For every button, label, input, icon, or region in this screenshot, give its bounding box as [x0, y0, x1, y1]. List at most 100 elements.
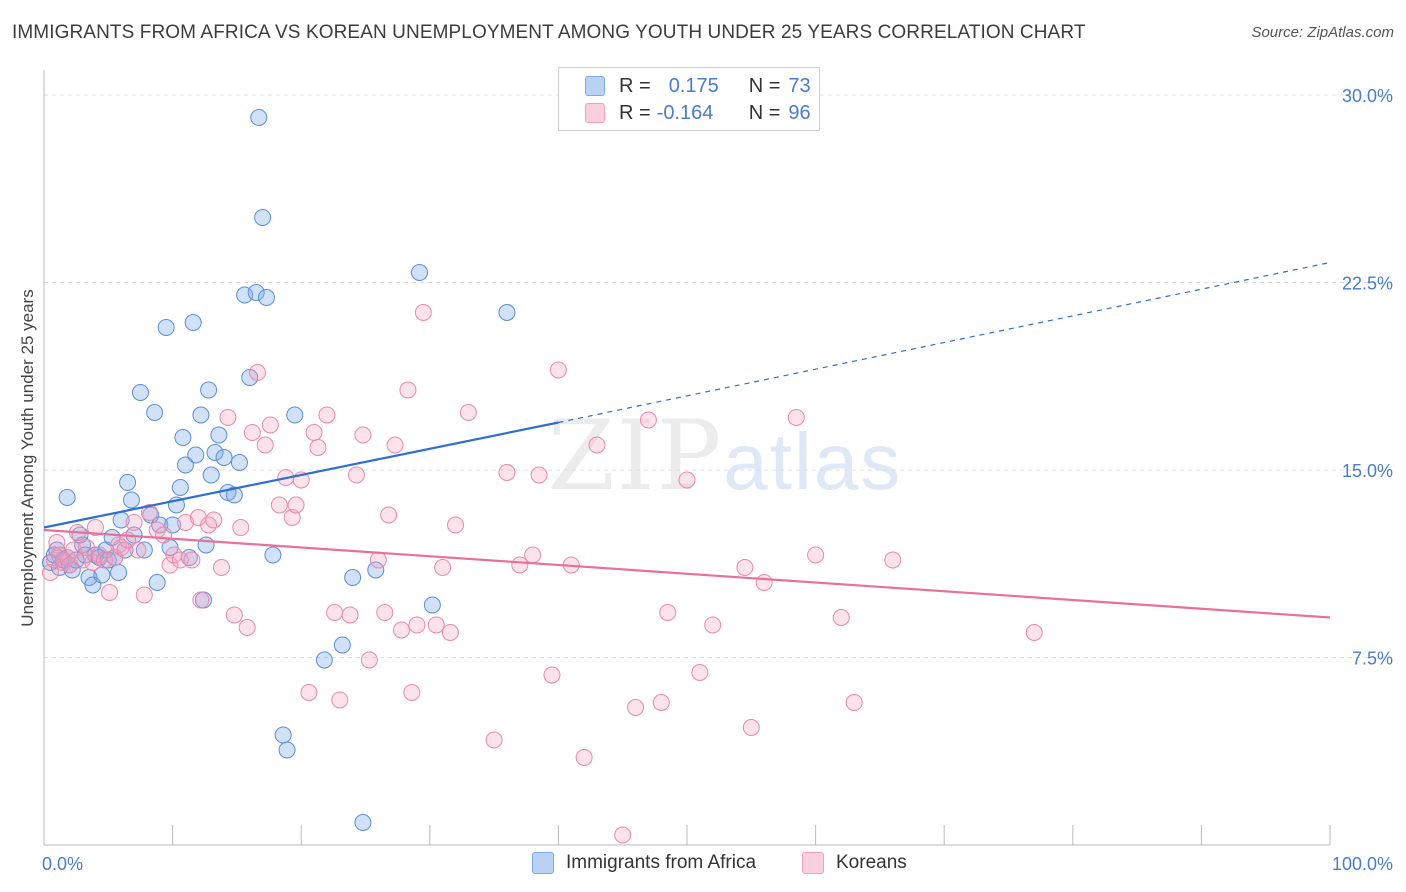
point-africa — [58, 489, 76, 506]
point-koreans — [232, 519, 250, 536]
point-koreans — [161, 556, 179, 574]
point-koreans — [248, 364, 266, 381]
point-africa — [215, 449, 233, 466]
point-koreans — [305, 424, 323, 441]
point-koreans — [287, 496, 305, 514]
point-africa — [210, 426, 228, 444]
point-koreans — [408, 616, 426, 634]
point-koreans — [627, 699, 645, 716]
point-africa — [184, 314, 202, 331]
legend-n-label: N = — [748, 101, 781, 124]
point-koreans — [192, 591, 210, 609]
point-koreans — [318, 406, 336, 424]
trend-line-africa-extension — [558, 261, 1331, 424]
y-tick-label: 15.0% — [1342, 461, 1393, 481]
bottom-legend-label: Immigrants from Africa — [566, 852, 757, 873]
bottom-legend-koreans: Koreans — [802, 852, 907, 874]
point-africa — [250, 109, 268, 126]
point-koreans — [106, 549, 124, 566]
point-koreans — [787, 409, 805, 426]
stats-legend: R = 0.175 N = 73 R = -0.164 N = 96 — [558, 67, 820, 131]
point-koreans — [530, 466, 548, 484]
point-koreans — [399, 381, 417, 399]
point-koreans — [347, 466, 365, 484]
point-africa — [148, 574, 166, 591]
point-africa — [122, 491, 140, 509]
watermark-zip: ZIP — [548, 400, 724, 512]
point-africa — [146, 404, 164, 421]
point-koreans — [341, 606, 359, 624]
point-africa — [171, 479, 189, 496]
legend-n-label: N = — [748, 74, 781, 97]
watermark: ZIPatlas — [548, 400, 902, 512]
point-koreans — [691, 664, 709, 681]
point-africa — [176, 456, 194, 474]
point-koreans — [125, 514, 143, 531]
point-africa — [151, 516, 169, 534]
point-koreans — [588, 436, 606, 454]
point-koreans — [205, 511, 223, 529]
legend-r-label: R = — [619, 74, 651, 97]
point-africa — [119, 474, 137, 491]
watermark-atlas: atlas — [723, 417, 903, 506]
point-koreans — [845, 694, 863, 711]
point-koreans — [434, 559, 452, 576]
x-tick-label: 0.0% — [42, 854, 83, 874]
point-koreans — [270, 496, 288, 514]
point-koreans — [256, 436, 274, 454]
legend-n-value: 73 — [788, 74, 811, 97]
point-koreans — [219, 409, 237, 426]
point-koreans — [183, 551, 201, 569]
point-africa — [197, 536, 215, 554]
point-africa — [174, 429, 192, 446]
point-africa — [230, 454, 248, 471]
point-koreans — [678, 471, 696, 489]
trend-line-koreans — [43, 528, 1331, 619]
point-koreans — [659, 604, 677, 621]
point-koreans — [261, 416, 279, 434]
point-koreans — [212, 559, 230, 576]
point-koreans — [393, 621, 411, 639]
trend-lines — [43, 261, 1331, 619]
scatter-points — [41, 109, 1043, 844]
point-africa — [344, 569, 362, 586]
point-koreans — [41, 564, 59, 581]
point-koreans — [884, 551, 902, 569]
point-koreans — [543, 666, 561, 684]
point-africa — [247, 284, 265, 301]
legend-n-value: 96 — [788, 101, 811, 124]
chart-source: Source: ZipAtlas.com — [1251, 24, 1394, 41]
point-koreans — [498, 464, 516, 481]
point-africa — [367, 561, 385, 579]
point-africa — [264, 546, 282, 564]
point-koreans — [511, 556, 529, 574]
point-koreans — [101, 584, 119, 601]
point-koreans — [549, 361, 567, 379]
point-koreans — [755, 574, 773, 591]
point-koreans — [48, 534, 66, 551]
point-koreans — [459, 404, 477, 421]
point-africa — [200, 381, 218, 399]
point-koreans — [140, 504, 158, 521]
point-koreans — [171, 551, 189, 569]
point-koreans — [354, 426, 372, 444]
y-axis-label: Unemployment Among Youth under 25 years — [18, 289, 37, 626]
point-koreans — [110, 536, 128, 554]
legend-swatch-blue — [585, 76, 605, 96]
point-koreans — [200, 516, 218, 534]
point-koreans — [238, 619, 256, 636]
point-koreans — [380, 506, 398, 524]
point-africa — [135, 541, 153, 559]
point-africa — [411, 264, 429, 281]
point-koreans — [331, 691, 349, 709]
point-koreans — [524, 546, 542, 564]
point-koreans — [447, 516, 465, 534]
point-koreans — [414, 304, 432, 321]
point-koreans — [807, 546, 825, 564]
point-africa — [225, 486, 243, 504]
point-koreans — [176, 514, 194, 531]
point-africa — [333, 636, 351, 654]
point-koreans — [575, 749, 593, 766]
point-koreans — [376, 604, 394, 621]
